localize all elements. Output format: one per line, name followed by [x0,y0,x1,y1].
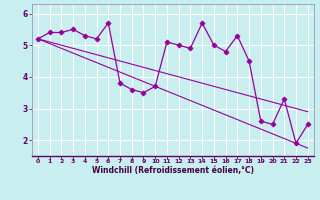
X-axis label: Windchill (Refroidissement éolien,°C): Windchill (Refroidissement éolien,°C) [92,166,254,175]
